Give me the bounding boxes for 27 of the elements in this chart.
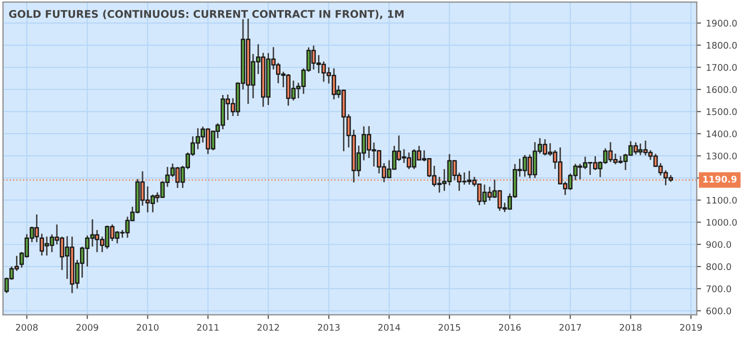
x-tick-label: 2017 bbox=[559, 324, 582, 331]
y-tick-label: 700.0 bbox=[706, 285, 732, 292]
text: GOLD FUTURES (CONTINUOUS: CURRENT CONTRACT IN FRONT), 1M bbox=[9, 10, 404, 20]
x-tick-label: 2016 bbox=[498, 324, 521, 331]
ref-line-label: 1190.9 bbox=[703, 176, 737, 183]
y-tick-label: 1700.0 bbox=[706, 64, 737, 71]
x-tick-label: 2013 bbox=[318, 324, 340, 331]
y-tick-label: 1300.0 bbox=[706, 152, 737, 160]
y-tick-label: 1500.0 bbox=[706, 108, 737, 116]
y-tick-label: 1800.0 bbox=[706, 42, 737, 49]
y-tick-label: 800.0 bbox=[706, 263, 732, 270]
x-tick-label: 2009 bbox=[76, 324, 98, 331]
y-tick-label: 1100.0 bbox=[706, 196, 737, 204]
y-tick-label: 900.0 bbox=[706, 241, 732, 248]
y-tick-label: 1400.0 bbox=[706, 130, 737, 138]
y-tick-label: 1000.0 bbox=[706, 218, 737, 226]
y-tick-label: 600.0 bbox=[706, 308, 732, 314]
y-tick-label: 1900.0 bbox=[706, 20, 737, 27]
x-tick-label: 2008 bbox=[16, 324, 38, 331]
x-tick-label: 2012 bbox=[257, 324, 279, 331]
x-tick-label: 2015 bbox=[438, 324, 460, 331]
x-tick-label: 2010 bbox=[136, 324, 159, 331]
x-tick-label: 2018 bbox=[620, 324, 642, 331]
x-tick-label: 2011 bbox=[197, 324, 219, 331]
x-tick-label: 2019 bbox=[680, 324, 702, 331]
x-tick-label: 2014 bbox=[378, 324, 400, 331]
y-tick-label: 1600.0 bbox=[706, 86, 737, 94]
